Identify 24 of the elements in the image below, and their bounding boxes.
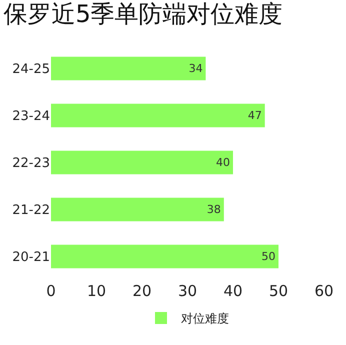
x-tick-label: 40 xyxy=(223,282,243,300)
bar xyxy=(51,104,265,128)
bar xyxy=(51,198,224,222)
y-tick-label: 20-21 xyxy=(12,250,50,266)
y-tick-label: 22-23 xyxy=(12,156,50,172)
data-label: 50 xyxy=(262,250,276,263)
data-label: 40 xyxy=(216,156,230,169)
legend-label: 对位难度 xyxy=(181,312,229,326)
bar xyxy=(51,150,233,174)
chart-title: 保罗近5季单防端对位难度 xyxy=(3,0,283,28)
data-label: 34 xyxy=(188,62,203,75)
data-label: 47 xyxy=(248,109,262,122)
x-tick-label: 20 xyxy=(132,282,152,300)
bar xyxy=(51,56,206,80)
y-tick-label: 24-25 xyxy=(12,62,50,78)
y-tick-label: 23-24 xyxy=(12,109,50,124)
x-tick-label: 0 xyxy=(46,282,56,300)
x-tick-label: 60 xyxy=(314,282,334,300)
x-tick-label: 10 xyxy=(86,282,106,300)
x-tick-label: 30 xyxy=(178,282,198,300)
x-tick-label: 50 xyxy=(268,282,288,300)
data-label: 38 xyxy=(206,203,221,216)
bar xyxy=(51,244,278,268)
y-tick-label: 21-22 xyxy=(12,203,50,218)
